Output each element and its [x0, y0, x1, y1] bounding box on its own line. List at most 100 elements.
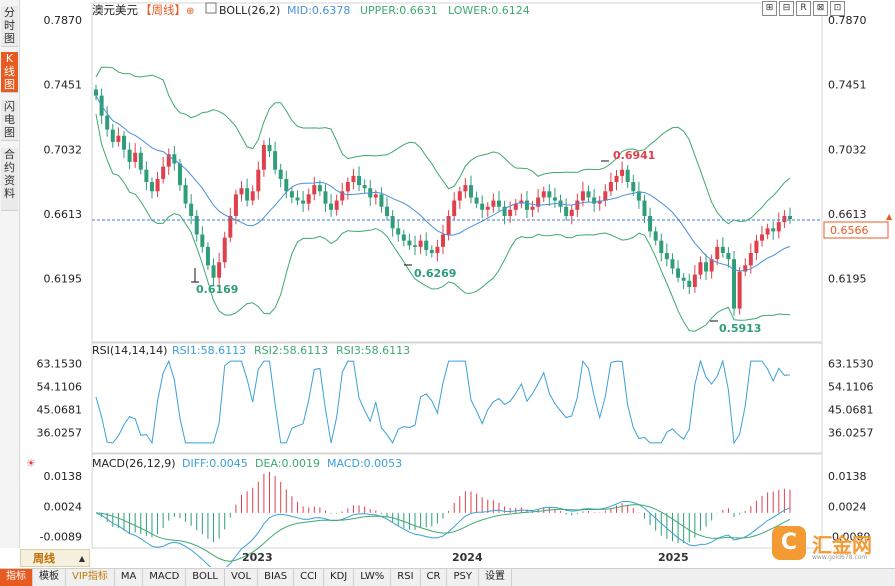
reset-icon[interactable]: R [796, 1, 811, 16]
high-annotation: 0.6941 [613, 149, 655, 162]
tab-timeshare[interactable]: 分时图 [1, 6, 18, 47]
tab-macd[interactable]: MACD [143, 569, 187, 586]
macd-dea: DEA:0.0019 [255, 457, 320, 470]
logo-name: 汇金网 [812, 532, 872, 557]
period-selector-label: 周线 [33, 552, 55, 565]
tab-vol[interactable]: VOL [225, 569, 259, 586]
main-tick-left: 0.7032 [44, 143, 83, 156]
candlestick-series[interactable] [94, 84, 792, 316]
candle-body [541, 191, 546, 198]
candle-body [323, 191, 328, 204]
indicator-box-icon[interactable] [205, 2, 217, 14]
candle-body [737, 271, 742, 309]
tab-cci[interactable]: CCI [294, 569, 325, 586]
tab-indicators[interactable]: 指标 [0, 569, 33, 586]
macd-dea-line [95, 504, 791, 562]
macd-tick-left: 0.0024 [44, 500, 83, 513]
candle-body [144, 169, 149, 183]
candle-body [407, 240, 412, 246]
candle-body [245, 188, 250, 201]
x-label-2025: 2025 [658, 551, 689, 564]
rsi-tick-right: 45.0681 [828, 403, 874, 416]
main-panel-frame [91, 2, 823, 343]
candle-body [301, 200, 306, 204]
zoom-out-icon[interactable]: ⊟ [779, 1, 794, 16]
candle-body [435, 246, 440, 254]
candle-body [726, 253, 731, 260]
candle-body [267, 144, 272, 152]
candle-body [161, 166, 166, 179]
tab-ma[interactable]: MA [115, 569, 144, 586]
boll-upper: UPPER:0.6631 [360, 4, 438, 17]
candle-body [110, 129, 115, 142]
tab-cr[interactable]: CR [421, 569, 448, 586]
main-tick-right: 0.7870 [828, 14, 867, 27]
candle-body [788, 215, 792, 220]
rsi2-value: RSI2:58.6113 [254, 344, 328, 357]
tab-bias[interactable]: BIAS [258, 569, 295, 586]
candle-body [474, 197, 479, 204]
macd-tick-right: 0.0138 [828, 470, 867, 483]
candle-body [631, 182, 636, 192]
candle-body [468, 185, 473, 198]
candle-body [480, 203, 485, 210]
macd-diff: DIFF:0.0045 [182, 457, 248, 470]
tab-psy[interactable]: PSY [447, 569, 479, 586]
tab-vip-indicators[interactable]: VIP指标 [66, 569, 115, 586]
tab-boll[interactable]: BOLL [186, 569, 225, 586]
candle-body [676, 268, 681, 278]
candle-body [513, 203, 518, 210]
indicator-bar: 指标 模板 VIP指标 MA MACD BOLL VOL BIAS CCI KD… [0, 568, 895, 586]
chart-area[interactable]: 澳元美元 【周线】 ⊕ BOLL(26,2) MID:0.6378 UPPER:… [20, 0, 895, 567]
candle-body [720, 246, 725, 254]
rsi-tick-left: 36.0257 [37, 427, 83, 440]
tab-settings[interactable]: 设置 [479, 569, 512, 586]
macd-tick-right: 0.0024 [828, 500, 867, 513]
fullscreen-icon[interactable]: ⊡ [830, 1, 845, 16]
crosshair-icon[interactable]: ☀ [26, 457, 36, 470]
candle-body [138, 152, 143, 170]
period-selector[interactable]: 周线 ▲ [20, 549, 90, 567]
tab-contract-info[interactable]: 合约资料 [1, 148, 18, 211]
candle-body [603, 191, 608, 201]
tab-flash-chart[interactable]: 闪电图 [1, 100, 18, 141]
tab-lw[interactable]: LW% [354, 569, 392, 586]
candle-body [396, 228, 401, 235]
candle-body [614, 175, 619, 183]
tab-templates[interactable]: 模板 [33, 569, 66, 586]
candle-body [418, 240, 423, 247]
candle-body [782, 215, 787, 223]
rsi-tick-right: 36.0257 [828, 427, 874, 440]
rsi3-value: RSI3:58.6113 [336, 344, 410, 357]
candle-body [116, 135, 121, 142]
macd-panel-frame [91, 453, 823, 549]
candle-body [127, 149, 132, 162]
main-tick-left: 0.6613 [44, 208, 83, 221]
candle-body [732, 259, 737, 309]
candle-body [698, 262, 703, 275]
candle-body [586, 191, 591, 198]
settings-icon[interactable]: ⊕ [186, 6, 194, 17]
candle-body [452, 200, 457, 216]
candle-body [580, 191, 585, 201]
main-tick-right: 0.6613 [828, 208, 867, 221]
candle-body [172, 154, 177, 164]
tab-kdj[interactable]: KDJ [324, 569, 355, 586]
macd-tick-left: 0.0138 [44, 470, 83, 483]
candle-body [681, 277, 686, 281]
main-tick-left: 0.6195 [44, 272, 83, 285]
zoom-in-icon[interactable]: ⊞ [762, 1, 777, 16]
candle-body [457, 191, 462, 201]
candle-body [284, 178, 289, 192]
tab-rsi[interactable]: RSI [391, 569, 421, 586]
candle-body [362, 185, 367, 189]
candle-body [94, 89, 98, 96]
candle-body [278, 169, 283, 179]
boll-mid-line [95, 95, 791, 272]
candle-body [754, 240, 759, 254]
candle-body [524, 200, 529, 210]
main-tick-right: 0.6195 [828, 272, 867, 285]
layout-icon[interactable]: ⊠ [813, 1, 828, 16]
